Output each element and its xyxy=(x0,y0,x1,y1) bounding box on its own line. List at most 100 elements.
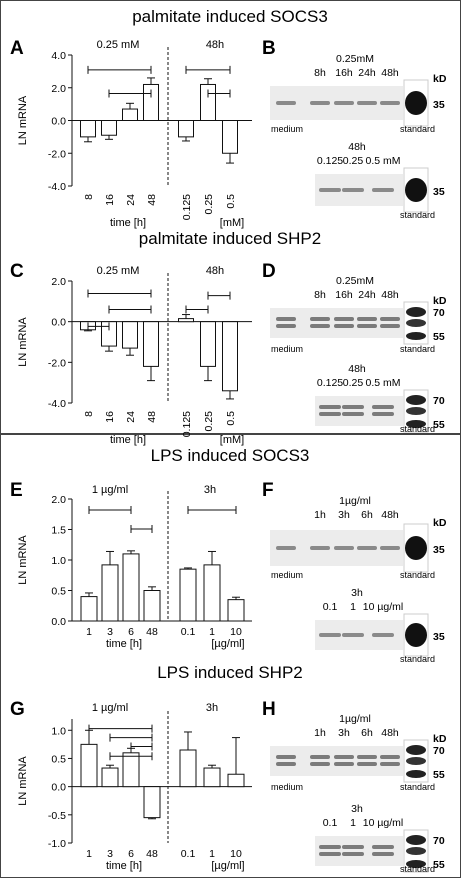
y-tick-label: 0.0 xyxy=(51,116,66,128)
y-tick-label: -2.0 xyxy=(48,148,66,160)
x-axis-label: time [h] xyxy=(110,217,146,229)
blot-lane-label: 16h xyxy=(335,289,353,301)
blot2-band xyxy=(319,188,341,192)
category-label: 24 xyxy=(125,411,137,423)
bar xyxy=(80,120,96,138)
category-label: 8 xyxy=(83,194,95,200)
bar xyxy=(200,321,216,367)
blot-band xyxy=(276,324,296,328)
category-label: 16 xyxy=(104,411,116,423)
blot2-lane-label: 0.125 xyxy=(317,155,343,167)
standard-band xyxy=(406,319,426,327)
blot-band xyxy=(380,755,400,759)
group-label: 1 µg/ml xyxy=(92,702,128,714)
blot2-band xyxy=(319,852,341,856)
title-socs3-lps: LPS induced SOCS3 xyxy=(151,446,310,465)
blot-lane-label: 3h xyxy=(338,727,350,739)
bar xyxy=(101,120,117,136)
blot-standard-label: standard xyxy=(400,124,435,134)
standard2-band xyxy=(406,395,426,405)
chart-A: LN mRNA 4.0 2.0 0.0 -2.0 -4.0 0.25 mM 8 16 24 48ti… xyxy=(17,39,252,229)
blot-lane-label: 6h xyxy=(361,509,373,521)
y-tick-label: -4.0 xyxy=(48,181,66,193)
category-label: 0.25 xyxy=(203,411,215,432)
blot-band xyxy=(380,317,400,321)
blot-band xyxy=(334,546,354,550)
blot2-lane-label: 1 xyxy=(350,601,356,613)
standard2-band xyxy=(406,407,426,415)
category-label: 24 xyxy=(125,194,137,206)
blot2-band xyxy=(319,405,341,409)
y-tick-label: 1.5 xyxy=(51,525,66,537)
standard2-band xyxy=(406,835,426,845)
category-label: 8 xyxy=(83,411,95,417)
category-label: 6 xyxy=(128,626,134,638)
x-axis-label: time [h] xyxy=(110,434,146,446)
category-label: 48 xyxy=(146,411,158,423)
category-label: 3 xyxy=(107,848,113,860)
bar xyxy=(80,743,98,788)
chart-G: LN mRNA 1.0 0.5 0.0 -0.5 -1.0 1 µg/ml 1 3 6 48 time… xyxy=(17,702,252,872)
blot2-band xyxy=(372,633,394,637)
bar xyxy=(222,321,238,392)
blot2-lane-label: 0.25 xyxy=(343,377,364,389)
blot-lane-label: 3h xyxy=(338,509,350,521)
kd-label: kD xyxy=(433,733,447,745)
title-socs3-palmitate: palmitate induced SOCS3 xyxy=(132,7,328,26)
blot-band xyxy=(357,317,377,321)
blot2-lane-label: 1 xyxy=(350,817,356,829)
x-axis-label: time [h] xyxy=(106,860,142,872)
blot2-header-label: 3h xyxy=(351,803,363,815)
blot-band xyxy=(380,762,400,766)
blot2-header-label: 48h xyxy=(348,141,366,153)
blot-band xyxy=(334,755,354,759)
y-axis-label: LN mRNA xyxy=(17,756,29,806)
bar xyxy=(122,553,140,622)
standard2-band xyxy=(405,178,427,202)
kd-marker: 55 xyxy=(433,331,445,343)
blot-membrane xyxy=(270,308,403,338)
y-tick-label: -4.0 xyxy=(48,398,66,410)
blot-medium-label: medium xyxy=(271,570,303,580)
blot-band xyxy=(334,324,354,328)
kd-marker: 70 xyxy=(433,745,445,757)
blot2-lane-label: 0.25 xyxy=(343,155,364,167)
blot-band xyxy=(334,317,354,321)
bar xyxy=(203,767,221,788)
y-tick-label: 2.0 xyxy=(51,83,66,95)
y-tick-label: 2.0 xyxy=(51,494,66,506)
bar xyxy=(179,749,197,788)
blot2-band xyxy=(319,633,341,637)
standard-band xyxy=(406,307,426,317)
lower-frame xyxy=(0,434,461,878)
blot-membrane xyxy=(270,746,403,776)
blot-band xyxy=(276,762,296,766)
blot-header-label: 1µg/ml xyxy=(339,495,371,507)
category-label: 48 xyxy=(146,626,158,638)
standard2-band xyxy=(406,860,426,868)
kd2-marker: 35 xyxy=(433,186,445,198)
blot2-header-label: 48h xyxy=(348,363,366,375)
blot-standard-label: standard xyxy=(400,570,435,580)
x-axis-label: time [h] xyxy=(106,638,142,650)
blot-lane-label: 24h xyxy=(358,289,376,301)
panel-letter-e: E xyxy=(10,480,23,501)
standard2-band xyxy=(406,420,426,428)
blot2-lane-label: 0.5 mM xyxy=(365,155,400,167)
blot2-header-label: 3h xyxy=(351,587,363,599)
chart-E: LN mRNA 2.0 1.5 1.0 0.5 0.0 1 µg/ml 1 3 6 48 time [… xyxy=(17,484,252,650)
bar xyxy=(143,590,161,622)
standard-band xyxy=(405,536,427,560)
blot-lane-label: 24h xyxy=(358,67,376,79)
bar xyxy=(178,120,194,138)
blot-header-label: 0.25mM xyxy=(336,53,374,65)
chart-C: LN mRNA 2.0 0.0 -2.0 -4.0 0.25 mM 8 16 24 48time … xyxy=(17,265,252,446)
y-tick-label: 2.0 xyxy=(51,276,66,288)
category-label: 1 xyxy=(86,626,92,638)
category-label: 1 xyxy=(209,848,215,860)
